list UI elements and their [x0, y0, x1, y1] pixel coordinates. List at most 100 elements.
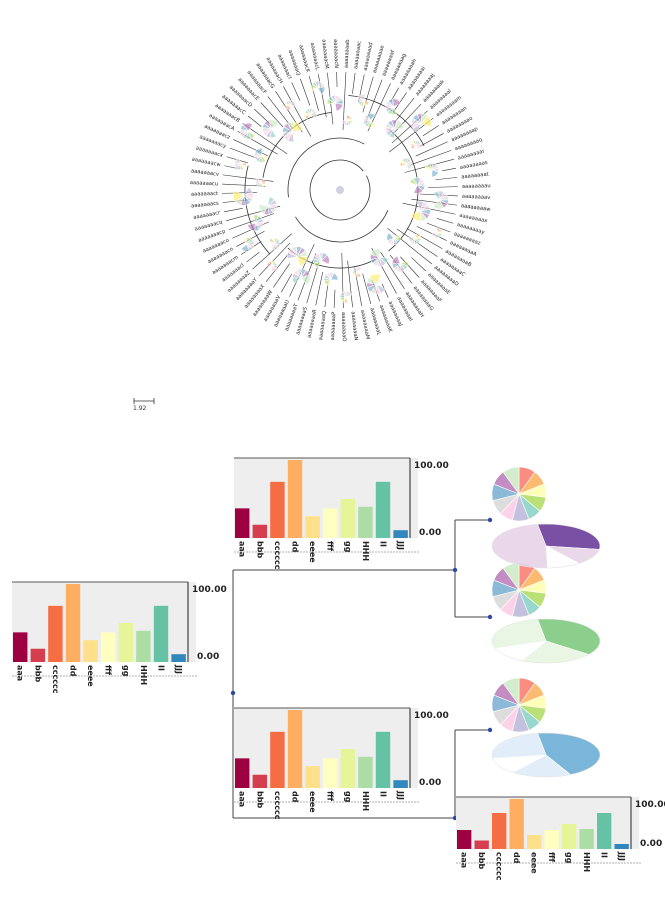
bar-category-label: HHH	[139, 665, 148, 685]
bar-category-label: bbb	[33, 665, 42, 682]
bar-category-label: JJJ	[396, 790, 405, 800]
leaf-label: aaaaaaaad	[363, 42, 375, 71]
bar-category-label: gg	[343, 541, 352, 553]
bar-max-label: 100.00	[414, 711, 449, 721]
bar-JJJ	[393, 530, 408, 538]
bar-aaa	[13, 632, 28, 662]
node-pie	[366, 273, 386, 295]
leaf-label: aaaaaaacr	[193, 210, 222, 221]
node-pie	[247, 214, 264, 232]
bar-category-label: aaa	[238, 791, 247, 807]
root-node-pie	[336, 186, 344, 194]
bar-bbb	[252, 774, 268, 788]
node-pie-slice	[268, 119, 280, 130]
node-pie-slice	[392, 98, 402, 108]
tree-node	[230, 690, 236, 696]
bar-max-label: 100.00	[414, 461, 449, 471]
bar-category-label: HHH	[361, 791, 370, 811]
node-pie-slice	[405, 163, 413, 171]
tree-leaf-branch	[246, 252, 260, 263]
bar-cccccc	[270, 731, 285, 788]
tree-leaf-branch	[223, 207, 243, 213]
node-pie-chart	[491, 562, 547, 618]
node-pie-slice	[334, 102, 344, 112]
bar-category-label: JJJ	[617, 851, 626, 861]
tree-node	[487, 727, 493, 733]
node-pie-slice	[502, 677, 520, 706]
node-pie-slice	[369, 273, 382, 285]
bar-category-label: eeee	[86, 665, 95, 687]
leaf-label: aaaaaaaau	[462, 183, 491, 190]
bar-eeee	[305, 766, 320, 788]
leaf-label: aaaaaaacM	[320, 39, 329, 69]
node-pie	[399, 157, 413, 171]
bar-category-label: eeee	[308, 791, 317, 813]
bar-min-label: 0.00	[419, 778, 441, 788]
bar-min-label: 0.00	[419, 528, 441, 538]
node-pie-slice	[310, 110, 317, 119]
tree-leaf-branch	[352, 72, 356, 94]
node-pie-slice	[258, 204, 269, 215]
tree-node	[487, 517, 493, 523]
bar-category-label: dd	[69, 665, 78, 677]
tree-leaf-branch	[260, 102, 284, 128]
node-pie	[240, 237, 255, 252]
tree-leaf-branch	[410, 150, 452, 166]
leaf-label: aaaaaaacu	[190, 180, 219, 187]
bar-category-label: II	[379, 791, 388, 797]
bar-cccccc	[492, 813, 507, 849]
node-pie-slice	[357, 271, 362, 278]
node-pie	[357, 93, 370, 107]
node-pie	[370, 248, 389, 267]
bar-category-label: JJJ	[396, 540, 405, 550]
node-pie-slice	[408, 235, 416, 243]
tree-leaf-branch	[280, 273, 292, 293]
bar-category-label: fff	[326, 541, 335, 551]
bar-category-label: dd	[291, 541, 300, 553]
tree-node	[487, 614, 493, 620]
bar-eeee	[527, 835, 542, 849]
leaf-label: aaaaaaacv	[191, 168, 220, 178]
bar-eeee	[83, 640, 98, 662]
ellipse-pie-chart	[491, 618, 601, 664]
tree-leaf-branch	[315, 272, 324, 306]
leaf-label: aaaaaaaaQ	[318, 311, 328, 341]
tree-leaf-branch	[233, 139, 268, 157]
bar-category-label: aaa	[460, 852, 469, 868]
tree-branch-arc	[295, 210, 389, 243]
leaf-label: aaaaaaaaR	[306, 309, 318, 339]
bar-max-label: 100.00	[635, 800, 665, 810]
bar-max-label: 100.00	[192, 585, 227, 595]
node-pie	[391, 255, 409, 272]
leaf-label: aaaaaaaas	[459, 160, 488, 171]
leaf-label: aaaaaaaab	[344, 39, 351, 69]
node-pie-slice	[366, 113, 376, 121]
bar-category-label: gg	[121, 665, 130, 677]
tree-leaf-branch	[362, 76, 374, 113]
tree-leaf-branch	[306, 262, 319, 304]
bar-fff	[323, 758, 338, 788]
tree-branch-arc	[287, 137, 365, 198]
node-pie-slice	[502, 466, 520, 495]
node-pie	[253, 148, 269, 163]
node-pie-slice	[247, 222, 256, 232]
bar-II	[375, 481, 391, 538]
leaf-label: aaaaaaaaO	[340, 312, 347, 342]
node-pie	[313, 252, 330, 268]
node-pie	[323, 272, 339, 287]
node-pie-slice	[292, 277, 303, 284]
bar-category-label: gg	[565, 852, 574, 864]
node-pie	[258, 196, 277, 216]
node-pie-slice	[358, 93, 367, 101]
bar-category-label: II	[379, 541, 388, 547]
bar-bbb	[474, 840, 489, 849]
leaf-label: aaaaaaaax	[459, 213, 488, 225]
tree-leaf-branch	[415, 141, 448, 157]
bar-category-label: cccccc	[273, 791, 282, 820]
node-pie-slice	[386, 232, 395, 242]
